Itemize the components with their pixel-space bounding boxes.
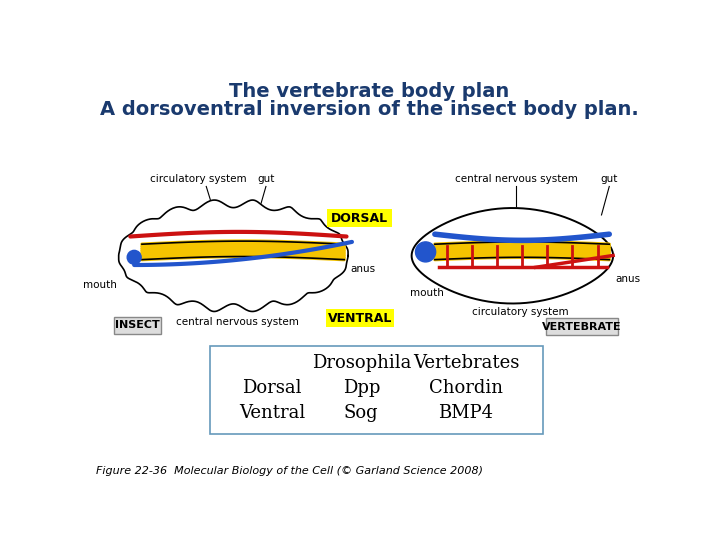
- Text: mouth: mouth: [84, 280, 117, 291]
- Text: Ventral: Ventral: [239, 404, 305, 422]
- Text: anus: anus: [616, 274, 641, 284]
- Polygon shape: [412, 208, 613, 303]
- Circle shape: [127, 251, 141, 264]
- Text: BMP4: BMP4: [438, 404, 493, 422]
- Text: A dorsoventral inversion of the insect body plan.: A dorsoventral inversion of the insect b…: [99, 100, 639, 119]
- Text: gut: gut: [600, 174, 618, 184]
- Text: gut: gut: [257, 174, 274, 184]
- Text: Chordin: Chordin: [429, 379, 503, 397]
- Polygon shape: [119, 200, 348, 312]
- Bar: [210, 346, 544, 434]
- Text: Dpp: Dpp: [343, 379, 380, 397]
- FancyBboxPatch shape: [114, 316, 161, 334]
- Text: Vertebrates: Vertebrates: [413, 354, 519, 372]
- FancyBboxPatch shape: [546, 318, 618, 335]
- Text: INSECT: INSECT: [115, 320, 160, 330]
- Text: Sog: Sog: [344, 404, 379, 422]
- Text: anus: anus: [351, 264, 376, 274]
- Text: Drosophila: Drosophila: [312, 354, 411, 372]
- FancyBboxPatch shape: [327, 209, 392, 227]
- Text: VENTRAL: VENTRAL: [328, 312, 392, 325]
- FancyBboxPatch shape: [325, 309, 394, 327]
- Text: central nervous system: central nervous system: [176, 318, 299, 327]
- Text: The vertebrate body plan: The vertebrate body plan: [229, 82, 509, 101]
- Text: circulatory system: circulatory system: [150, 174, 247, 184]
- Text: VERTEBRATE: VERTEBRATE: [542, 322, 622, 332]
- Text: mouth: mouth: [410, 288, 444, 298]
- Text: central nervous system: central nervous system: [455, 174, 577, 184]
- Text: DORSAL: DORSAL: [331, 212, 388, 225]
- Text: Dorsal: Dorsal: [243, 379, 302, 397]
- Circle shape: [415, 242, 436, 262]
- Text: Figure 22-36  Molecular Biology of the Cell (© Garland Science 2008): Figure 22-36 Molecular Biology of the Ce…: [96, 467, 483, 476]
- Text: circulatory system: circulatory system: [472, 307, 568, 318]
